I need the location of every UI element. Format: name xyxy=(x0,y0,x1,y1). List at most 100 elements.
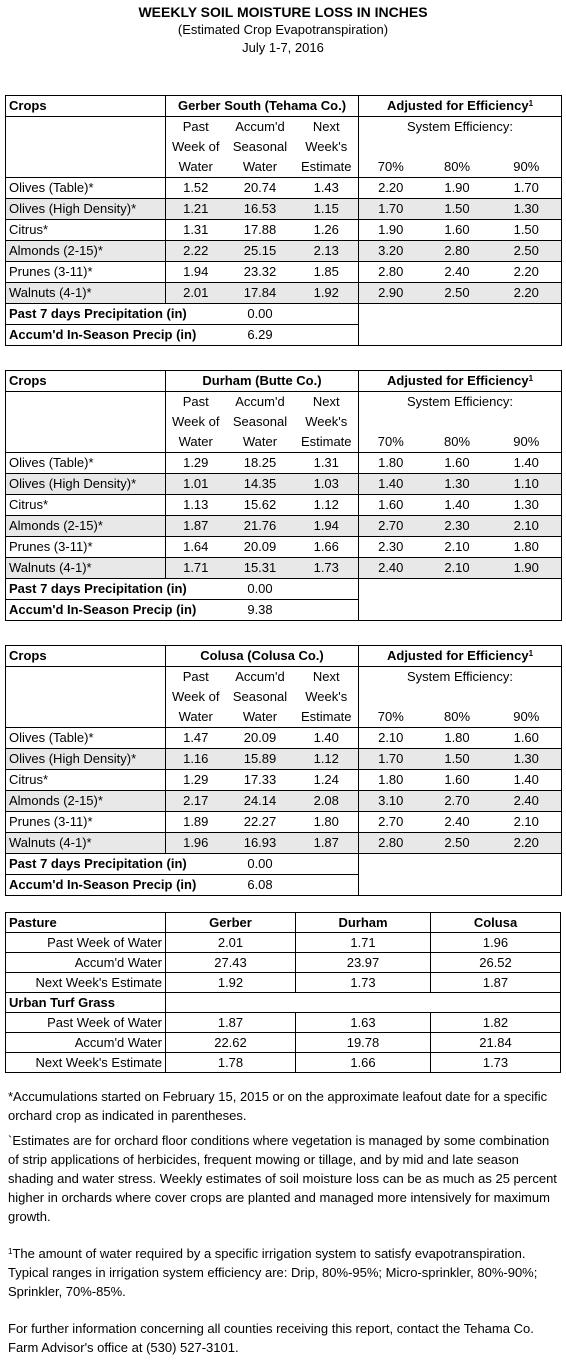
crop-value: 3.20 xyxy=(358,240,423,262)
crop-value: 2.50 xyxy=(422,832,492,854)
eff-70-header: 70% xyxy=(358,157,423,178)
crop-value: 15.31 xyxy=(225,557,295,579)
blank xyxy=(358,687,562,707)
col-accum-header: Seasonal xyxy=(232,414,288,429)
crop-value: 2.40 xyxy=(422,261,492,283)
crop-row: Citrus* 1.29 17.33 1.24 1.80 1.60 1.40 xyxy=(5,769,562,791)
crop-value: 1.40 xyxy=(422,494,492,516)
region-name: Durham (Butte Co.) xyxy=(165,370,359,392)
crop-value: 2.90 xyxy=(358,282,423,304)
report-subtitle: (Estimated Crop Evapotranspiration) xyxy=(177,22,389,37)
eff-70-header: 70% xyxy=(358,707,423,728)
crop-value: 2.10 xyxy=(491,515,562,537)
regions-container: Crops Gerber South (Tehama Co.) Adjusted f… xyxy=(0,95,566,896)
crop-value: 2.20 xyxy=(491,832,562,854)
eff-90-header: 90% xyxy=(491,432,562,453)
crop-value: 20.09 xyxy=(225,536,295,558)
col-next-week-header: Week's xyxy=(305,139,348,154)
crop-value: 1.15 xyxy=(294,198,359,220)
crop-value: 1.70 xyxy=(358,198,423,220)
crop-value: 2.80 xyxy=(358,832,423,854)
crop-value: 2.40 xyxy=(491,790,562,812)
crop-value: 1.30 xyxy=(491,198,562,220)
crop-value: 25.15 xyxy=(225,240,295,262)
col-accum-header: Seasonal xyxy=(232,139,288,154)
crop-value: 1.94 xyxy=(294,515,359,537)
crop-value: 1.30 xyxy=(491,494,562,516)
pasture-row-label: Accum'd Water xyxy=(5,952,166,973)
note-estimates: `Estimates are for orchard floor conditi… xyxy=(8,1133,557,1224)
col-accum-header: Accum'd xyxy=(235,119,285,134)
crops-blank xyxy=(5,157,166,178)
crop-name: Prunes (3-11)* xyxy=(5,536,166,558)
crop-value: 2.30 xyxy=(422,515,492,537)
crop-value: 2.10 xyxy=(422,557,492,579)
pasture-value: 26.52 xyxy=(430,952,561,973)
crop-value: 1.29 xyxy=(165,452,226,474)
crop-value: 1.90 xyxy=(358,219,423,241)
crop-value: 1.24 xyxy=(294,769,359,791)
crops-header: Crops xyxy=(5,370,166,392)
crop-value: 1.60 xyxy=(422,769,492,791)
crop-row: Walnuts (4-1)* 1.96 16.93 1.87 2.80 2.50 2.20 xyxy=(5,832,562,854)
pasture-value: 1.73 xyxy=(430,1052,561,1073)
crop-name: Almonds (2-15)* xyxy=(5,790,166,812)
crop-value: 1.73 xyxy=(294,557,359,579)
crop-value: 1.31 xyxy=(165,219,226,241)
pasture-col-header: Gerber xyxy=(165,912,296,933)
crop-value: 16.93 xyxy=(225,832,295,854)
accum-precip-label: Accum'd In-Season Precip (in) xyxy=(5,874,226,896)
pasture-value: 22.62 xyxy=(165,1032,296,1053)
crop-value: 2.01 xyxy=(165,282,226,304)
system-efficiency-label: System Efficiency: xyxy=(358,116,562,137)
crop-value: 1.16 xyxy=(165,748,226,770)
pasture-value: 21.84 xyxy=(430,1032,561,1053)
col-past-week-header: Water xyxy=(165,157,226,178)
crop-name: Olives (High Density)* xyxy=(5,473,166,495)
system-efficiency-label: System Efficiency: xyxy=(358,666,562,687)
crop-name: Olives (Table)* xyxy=(5,452,166,474)
pasture-col-header: Durham xyxy=(295,912,431,933)
pasture-value: 1.82 xyxy=(430,1012,561,1033)
crop-value: 1.60 xyxy=(422,452,492,474)
crop-value: 2.22 xyxy=(165,240,226,262)
crop-value: 15.89 xyxy=(225,748,295,770)
region-table: Crops Gerber South (Tehama Co.) Adjusted f… xyxy=(5,95,562,346)
report-dates: July 1-7, 2016 xyxy=(242,40,324,55)
crop-row: Almonds (2-15)* 2.22 25.15 2.13 3.20 2.80 2.50 xyxy=(5,240,562,262)
crop-value: 1.29 xyxy=(165,769,226,791)
col-accum-header: Seasonal xyxy=(232,689,288,704)
region-table: Crops Colusa (Colusa Co.) Adjusted for Eff… xyxy=(5,645,562,896)
pasture-value: 1.96 xyxy=(430,932,561,953)
crop-value: 1.50 xyxy=(422,748,492,770)
crop-name: Almonds (2-15)* xyxy=(5,515,166,537)
pasture-value: 1.78 xyxy=(165,1052,296,1073)
blank xyxy=(358,412,562,432)
crop-value: 2.30 xyxy=(358,536,423,558)
col-accum-header: Water xyxy=(225,432,295,453)
col-next-week-header: Next xyxy=(312,119,340,134)
crop-value: 1.85 xyxy=(294,261,359,283)
crop-row: Olives (Table)* 1.47 20.09 1.40 2.10 1.80 1.60 xyxy=(5,727,562,749)
eff-90-header: 90% xyxy=(491,157,562,178)
crop-value: 14.35 xyxy=(225,473,295,495)
crop-row: Citrus* 1.31 17.88 1.26 1.90 1.60 1.50 xyxy=(5,219,562,241)
adjusted-header: Adjusted for Efficiency1 xyxy=(358,95,562,117)
col-past-week-header: Week of xyxy=(172,414,220,429)
crop-row: Olives (Table)* 1.52 20.74 1.43 2.20 1.90 1.70 xyxy=(5,177,562,199)
crop-value: 1.12 xyxy=(294,748,359,770)
crop-value: 15.62 xyxy=(225,494,295,516)
crop-value: 1.13 xyxy=(165,494,226,516)
crop-value: 1.89 xyxy=(165,811,226,833)
crop-value: 3.10 xyxy=(358,790,423,812)
crop-value: 17.84 xyxy=(225,282,295,304)
pasture-value: 23.97 xyxy=(295,952,431,973)
crop-name: Olives (Table)* xyxy=(5,727,166,749)
precip7-label: Past 7 days Precipitation (in) xyxy=(5,303,226,325)
region-table: Crops Durham (Butte Co.) Adjusted for Effi… xyxy=(5,370,562,621)
col-past-week-header: Week of xyxy=(172,139,220,154)
crop-value: 1.30 xyxy=(491,748,562,770)
crop-value: 1.70 xyxy=(358,748,423,770)
report-header: WEEKLY SOIL MOISTURE LOSS IN INCHES (Est… xyxy=(0,0,566,57)
col-past-week-header: Past xyxy=(182,394,209,409)
